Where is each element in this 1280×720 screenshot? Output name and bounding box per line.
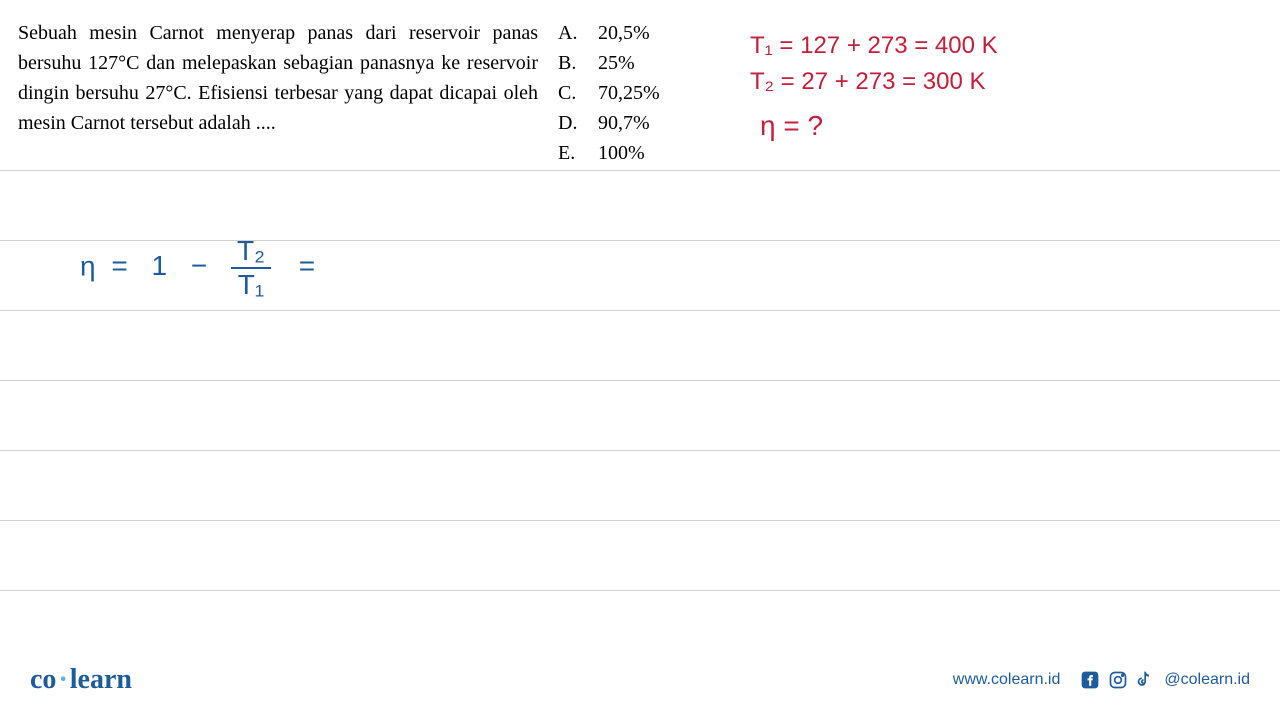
- red-note-t2: T₂ = 27 + 273 = 300 K: [750, 68, 986, 96]
- ruled-line: [0, 310, 1280, 311]
- option-value: 20,5%: [598, 18, 650, 48]
- footer: co·learn www.colearn.id @colearn.id: [0, 660, 1280, 700]
- option-letter: D.: [558, 108, 582, 138]
- one: 1: [152, 250, 168, 281]
- option-b: B. 25%: [558, 48, 660, 78]
- option-letter: C.: [558, 78, 582, 108]
- eta-symbol: η: [80, 250, 96, 281]
- option-a: A. 20,5%: [558, 18, 660, 48]
- option-d: D. 90,7%: [558, 108, 660, 138]
- content-area: Sebuah mesin Carnot menyerap panas dari …: [0, 0, 1280, 720]
- tiktok-icon: [1136, 670, 1156, 690]
- fraction: T₂ T₁: [231, 235, 271, 301]
- social-icons: @colearn.id: [1080, 670, 1250, 690]
- logo-co: co: [30, 664, 56, 695]
- option-value: 25%: [598, 48, 635, 78]
- fraction-numerator: T₂: [231, 235, 271, 269]
- logo-learn: learn: [70, 664, 132, 695]
- ruled-line: [0, 590, 1280, 591]
- equals-sign-2: =: [299, 250, 315, 281]
- minus-sign: −: [191, 250, 207, 281]
- ruled-line: [0, 520, 1280, 521]
- red-note-t1: T₁ = 127 + 273 = 400 K: [750, 32, 998, 60]
- facebook-icon: [1080, 670, 1100, 690]
- options-block: A. 20,5% B. 25% C. 70,25% D. 90,7% E. 10…: [558, 18, 660, 168]
- option-c: C. 70,25%: [558, 78, 660, 108]
- website-url: www.colearn.id: [953, 671, 1061, 689]
- option-letter: A.: [558, 18, 582, 48]
- ruled-line: [0, 170, 1280, 171]
- option-e: E. 100%: [558, 138, 660, 168]
- option-value: 90,7%: [598, 108, 650, 138]
- blue-equation: η = 1 − T₂ T₁ =: [80, 235, 327, 301]
- social-handle: @colearn.id: [1164, 671, 1250, 689]
- red-note-eta: η = ?: [760, 110, 823, 142]
- ruled-line: [0, 380, 1280, 381]
- brand-logo: co·learn: [30, 664, 132, 696]
- logo-dot: ·: [58, 664, 67, 695]
- question-text: Sebuah mesin Carnot menyerap panas dari …: [18, 18, 538, 138]
- equals-sign: =: [111, 250, 127, 281]
- option-letter: B.: [558, 48, 582, 78]
- instagram-icon: [1108, 670, 1128, 690]
- option-value: 70,25%: [598, 78, 660, 108]
- option-letter: E.: [558, 138, 582, 168]
- footer-right: www.colearn.id @colearn.id: [953, 670, 1250, 690]
- option-value: 100%: [598, 138, 645, 168]
- fraction-denominator: T₁: [231, 269, 271, 301]
- ruled-line: [0, 450, 1280, 451]
